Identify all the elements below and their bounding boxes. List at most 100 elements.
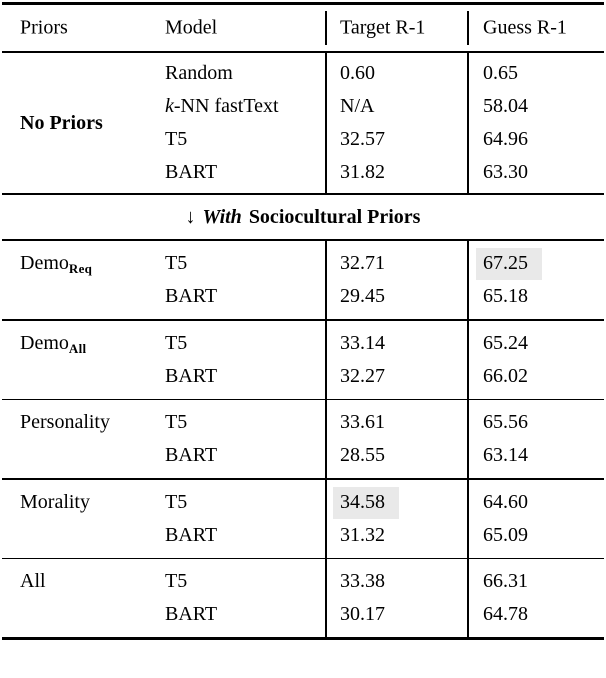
column-divider (325, 241, 327, 319)
section-rule (2, 557, 604, 559)
bottom-rule (2, 637, 604, 640)
guess-r1-cell: 66.02 (483, 364, 528, 387)
table-row: BART 31.32 65.09 (2, 519, 604, 552)
section-morality: Morality T5 34.58 64.60 BART 31.32 65.09 (2, 479, 604, 558)
sociocultural-priors-divider: ↓ With Sociocultural Priors (2, 195, 604, 239)
guess-r1-cell: 65.24 (483, 331, 528, 354)
section-rule (2, 398, 604, 400)
section-rule (2, 239, 604, 241)
target-r1-cell: 33.14 (340, 331, 385, 354)
target-r1-cell: 32.27 (340, 364, 385, 387)
table-row: T5 33.38 66.31 (2, 565, 604, 598)
target-r1-cell: 33.38 (340, 570, 385, 592)
column-header-model: Model (165, 16, 218, 39)
column-divider (467, 400, 469, 478)
model-cell: T5 (165, 331, 188, 354)
target-r1-cell: 31.82 (340, 161, 385, 183)
model-cell: BART (165, 364, 218, 387)
section-demo-all: DemoAll T5 33.14 65.24 BART 32.27 66.02 (2, 320, 604, 399)
prior-label: DemoAll (20, 331, 87, 356)
column-divider (325, 400, 327, 478)
target-r1-cell: 31.32 (340, 523, 385, 546)
divider-with-word: With (202, 205, 242, 228)
target-r1-cell: 29.45 (340, 285, 385, 307)
section-demo-req: DemoReq T5 32.71 67.25 BART 29.45 65.18 (2, 241, 604, 319)
target-r1-cell: 28.55 (340, 444, 385, 466)
target-r1-cell: 33.61 (340, 411, 385, 433)
model-cell: T5 (165, 128, 188, 150)
model-cell: T5 (165, 252, 188, 274)
column-header-target-r1: Target R-1 (340, 16, 426, 39)
guess-r1-cell: 67.25 (467, 248, 542, 280)
target-r1-cell: N/A (340, 95, 375, 117)
table-row: k-NN fastText N/A 58.04 (2, 90, 604, 123)
table-row: BART 29.45 65.18 (2, 280, 604, 313)
model-cell: Random (165, 62, 233, 84)
guess-r1-cell: 65.09 (483, 523, 528, 546)
table-row: T5 34.58 64.60 (2, 486, 604, 519)
prior-label: DemoReq (20, 252, 93, 276)
guess-r1-cell: 65.56 (483, 411, 528, 433)
table-row: BART 30.17 64.78 (2, 598, 604, 631)
target-r1-cell: 30.17 (340, 603, 385, 625)
model-cell: BART (165, 523, 218, 546)
target-r1-cell: 0.60 (340, 62, 375, 84)
column-divider (325, 53, 327, 193)
column-divider (325, 479, 327, 558)
table-row: BART 28.55 63.14 (2, 439, 604, 472)
column-divider (467, 479, 469, 558)
guess-r1-cell: 64.78 (483, 603, 528, 625)
model-cell: BART (165, 285, 218, 307)
prior-label: Morality (20, 490, 90, 513)
column-divider (325, 320, 327, 399)
table-row: T5 32.57 64.96 (2, 123, 604, 156)
guess-r1-cell: 64.60 (483, 490, 528, 513)
model-cell: BART (165, 444, 218, 466)
section-no-priors: No Priors Random 0.60 0.65 k-NN fastText… (2, 53, 604, 193)
best-score-cell: 67.25 (476, 248, 542, 280)
prior-label: All (20, 570, 46, 592)
model-cell: T5 (165, 411, 188, 433)
model-cell: T5 (165, 490, 188, 513)
section-all: All T5 33.38 66.31 BART 30.17 64.78 (2, 559, 604, 637)
guess-r1-cell: 66.31 (483, 570, 528, 592)
prior-label: Personality (20, 411, 110, 433)
column-divider (467, 241, 469, 319)
table-row: BART 32.27 66.02 (2, 360, 604, 393)
table-row: BART 31.82 63.30 (2, 156, 604, 189)
target-r1-cell: 32.71 (340, 252, 385, 274)
section-rule (2, 478, 604, 480)
table-row: Random 0.60 0.65 (2, 57, 604, 90)
model-cell: BART (165, 603, 218, 625)
model-cell: T5 (165, 570, 188, 592)
section-rule (2, 193, 604, 195)
column-divider (325, 11, 327, 45)
guess-r1-cell: 65.18 (483, 285, 528, 307)
column-divider (325, 559, 327, 637)
column-divider (467, 11, 469, 45)
column-divider (467, 53, 469, 193)
results-table: Priors Model Target R-1 Guess R-1 No Pri… (2, 2, 604, 640)
guess-r1-cell: 63.30 (483, 161, 528, 183)
column-header-priors: Priors (20, 16, 68, 39)
target-r1-cell: 32.57 (340, 128, 385, 150)
best-score-cell: 34.58 (333, 486, 399, 519)
guess-r1-cell: 0.65 (483, 62, 518, 84)
guess-r1-cell: 58.04 (483, 95, 528, 117)
section-personality: Personality T5 33.61 65.56 BART 28.55 63… (2, 400, 604, 478)
guess-r1-cell: 63.14 (483, 444, 528, 466)
table-row: T5 33.14 65.24 (2, 327, 604, 360)
target-r1-cell: 34.58 (325, 486, 467, 519)
table-row: T5 33.61 65.56 (2, 406, 604, 439)
down-arrow-icon: ↓ (185, 205, 196, 228)
header-rule (2, 51, 604, 53)
model-cell: BART (165, 161, 218, 183)
guess-r1-cell: 64.96 (483, 128, 528, 150)
table-row: T5 32.71 67.25 (2, 247, 604, 280)
column-divider (467, 559, 469, 637)
top-rule (2, 2, 604, 5)
model-cell: k-NN fastText (165, 95, 279, 117)
column-divider (467, 320, 469, 399)
prior-label: No Priors (20, 111, 103, 134)
column-header-guess-r1: Guess R-1 (483, 16, 567, 39)
